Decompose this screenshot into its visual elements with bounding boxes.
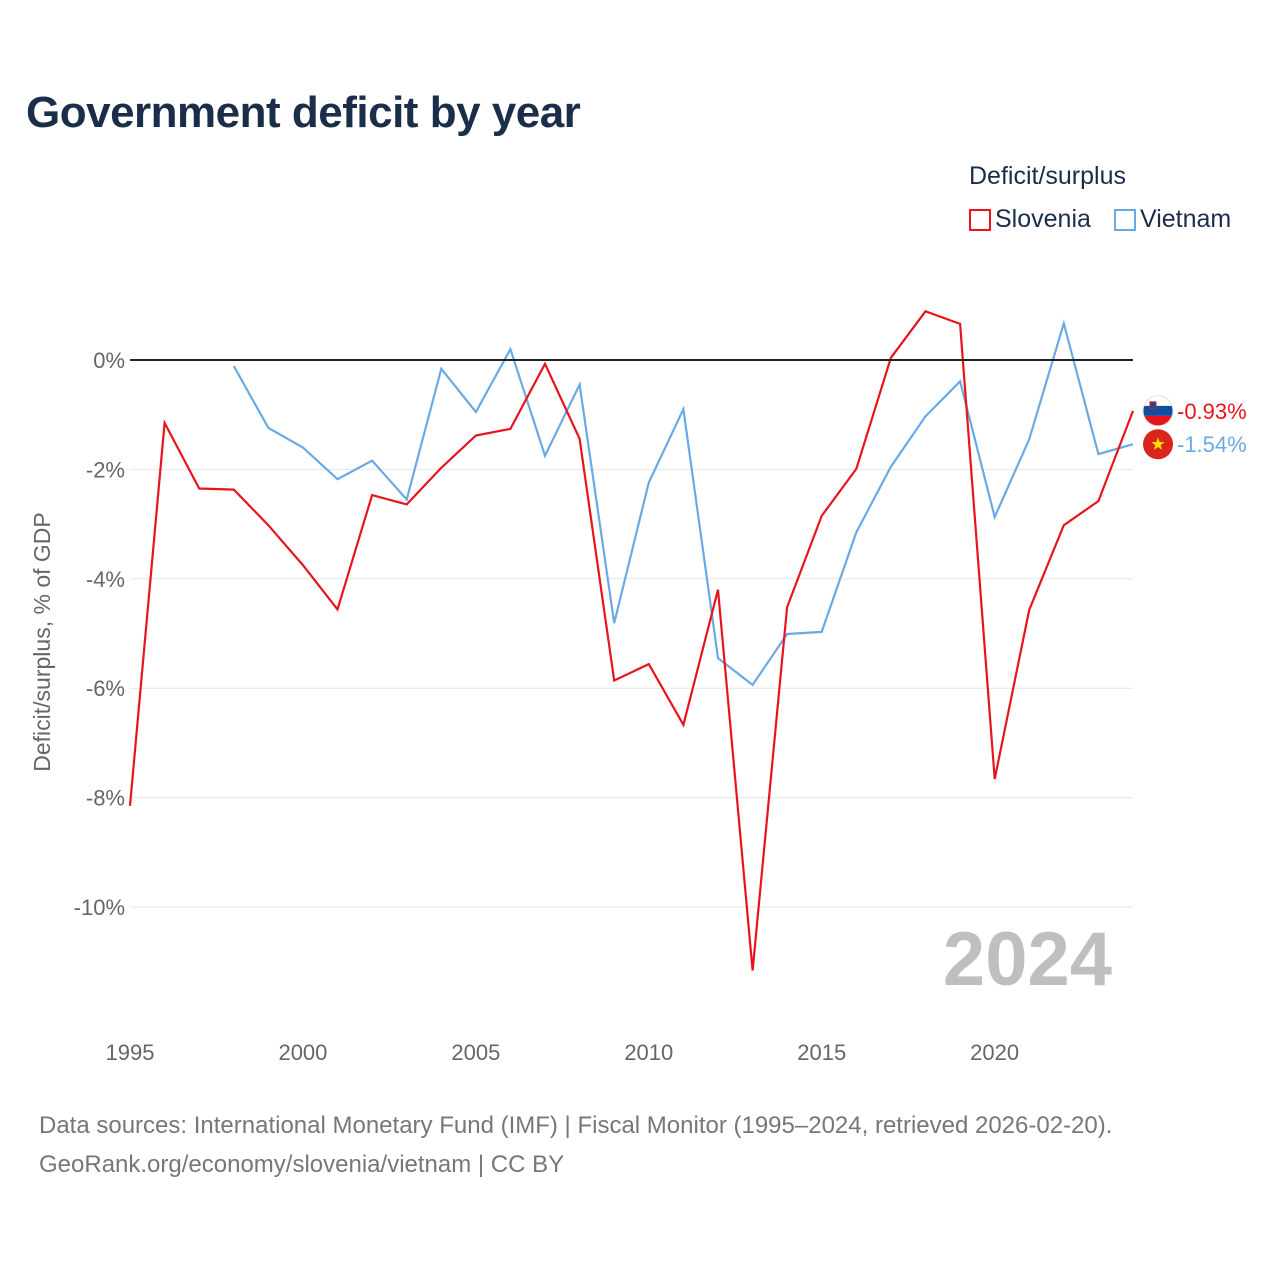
flag-star-icon (1151, 437, 1165, 450)
legend-title: Deficit/surplus (969, 162, 1126, 190)
y-tick-label: -6% (86, 676, 125, 701)
y-axis-label: Deficit/surplus, % of GDP (29, 512, 55, 771)
y-tick-label: 0% (93, 348, 125, 373)
y-tick-label: -4% (86, 567, 125, 592)
slovenia-flag-icon (1143, 395, 1173, 426)
x-tick-label: 2015 (797, 1040, 846, 1065)
chart-title: Government deficit by year (26, 88, 581, 137)
x-tick-label: 2020 (970, 1040, 1019, 1065)
end-label-vietnam: -1.54% (1177, 432, 1247, 457)
x-tick-label: 2010 (624, 1040, 673, 1065)
legend-label-vietnam: Vietnam (1140, 205, 1232, 233)
source-note: Data sources: International Monetary Fun… (39, 1106, 1112, 1184)
flag-band-white (1143, 395, 1173, 406)
year-watermark: 2024 (943, 917, 1112, 1002)
legend-item-slovenia[interactable]: Slovenia (969, 205, 1091, 234)
legend-swatch-vietnam (1114, 208, 1136, 231)
x-tick-label: 1995 (106, 1040, 155, 1065)
source-line-2[interactable]: GeoRank.org/economy/slovenia/vietnam | C… (39, 1151, 565, 1178)
series-line-vietnam (232, 319, 1134, 687)
flag-outline (1142, 395, 1174, 427)
source-line-1: Data sources: International Monetary Fun… (39, 1112, 1113, 1139)
series-line-slovenia (128, 309, 1135, 971)
x-tick-label: 2000 (278, 1040, 327, 1065)
flag-shield (1149, 401, 1157, 410)
flag-band-red (1143, 415, 1173, 426)
flag-band-blue (1143, 405, 1173, 416)
end-label-slovenia: -0.93% (1177, 399, 1247, 424)
x-tick-label: 2005 (451, 1040, 500, 1065)
legend-label-slovenia: Slovenia (995, 205, 1091, 233)
y-tick-label: -8% (86, 786, 125, 811)
legend-item-vietnam[interactable]: Vietnam (1114, 205, 1231, 234)
y-tick-label: -2% (86, 457, 125, 482)
y-tick-label: -10% (74, 895, 125, 920)
legend-swatch-slovenia (969, 208, 991, 231)
